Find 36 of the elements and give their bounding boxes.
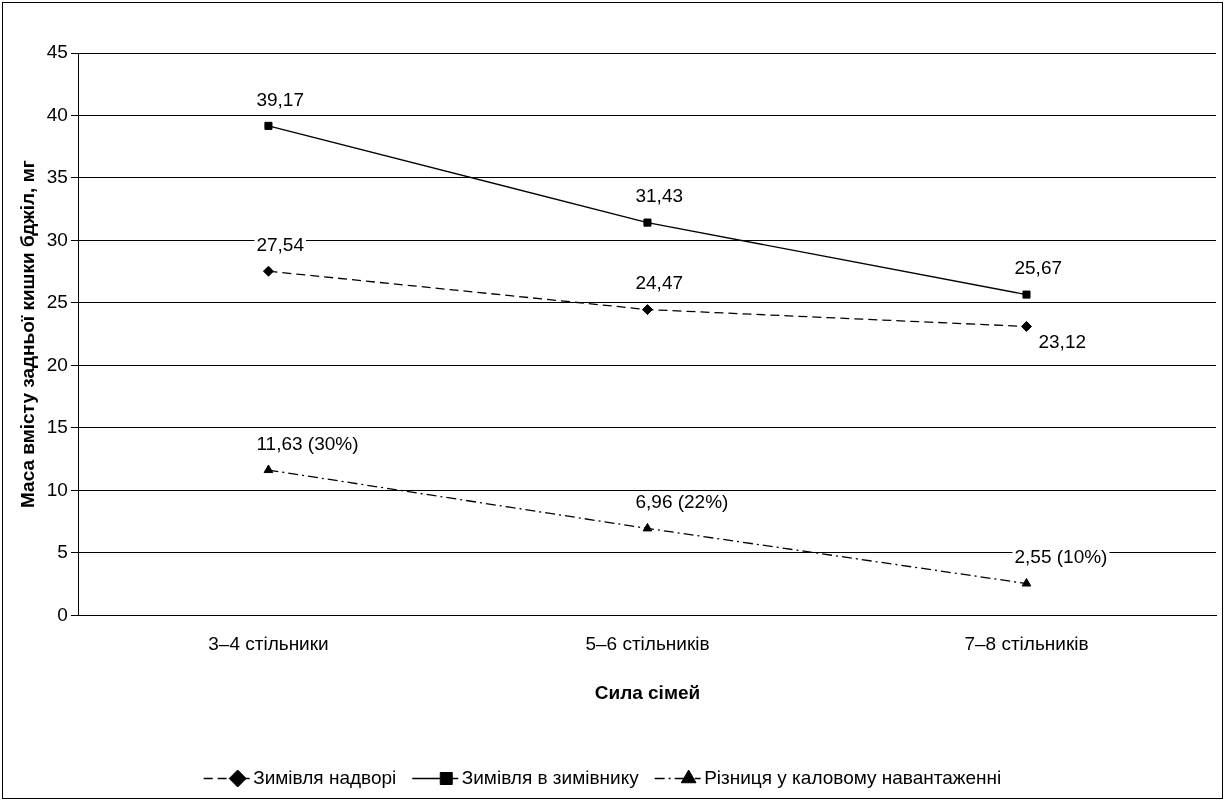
y-tick-label: 20 (46, 353, 68, 375)
y-axis-title: Маса вмісту задньої кишки бджіл, мг (16, 160, 38, 508)
point (263, 464, 274, 474)
point (264, 121, 273, 130)
y-tick-label: 10 (46, 478, 68, 500)
point (1021, 578, 1032, 587)
point (1022, 290, 1031, 299)
data-label: 25,67 (1014, 257, 1063, 279)
data-label: 6,96 (22%) (635, 491, 729, 513)
point (262, 265, 274, 277)
data-label: 31,43 (635, 185, 684, 207)
y-tick-label: 35 (46, 166, 68, 188)
y-tick-label: 40 (46, 103, 68, 125)
data-label: 2,55 (10%) (1014, 546, 1108, 568)
y-tick-label: 30 (46, 228, 68, 250)
data-label: 11,63 (30%) (256, 432, 359, 454)
legend-label: Різниця у каловому навантаженні (704, 766, 1002, 788)
x-tick-label: 3–4 стільники (208, 633, 329, 655)
x-axis-title: Сила сімей (594, 681, 701, 703)
legend-label: Зимівля в зимівнику (461, 766, 640, 788)
data-label: 39,17 (256, 88, 304, 110)
y-tick-label: 15 (46, 416, 68, 438)
x-tick-label: 7–8 стільників (964, 633, 1089, 655)
data-label: 23,12 (1038, 331, 1087, 353)
y-tick-label: 45 (46, 41, 68, 63)
y-tick-label: 0 (57, 603, 68, 625)
legend-label: Зимівля надворі (253, 766, 397, 788)
data-label: 24,47 (635, 272, 684, 294)
point (643, 218, 652, 227)
point (641, 304, 653, 316)
data-label: 27,54 (256, 233, 305, 255)
point (642, 522, 653, 532)
point (1020, 320, 1032, 332)
x-tick-label: 5–6 стільників (585, 633, 710, 655)
y-tick-label: 25 (46, 291, 68, 313)
y-tick-label: 5 (57, 541, 68, 563)
